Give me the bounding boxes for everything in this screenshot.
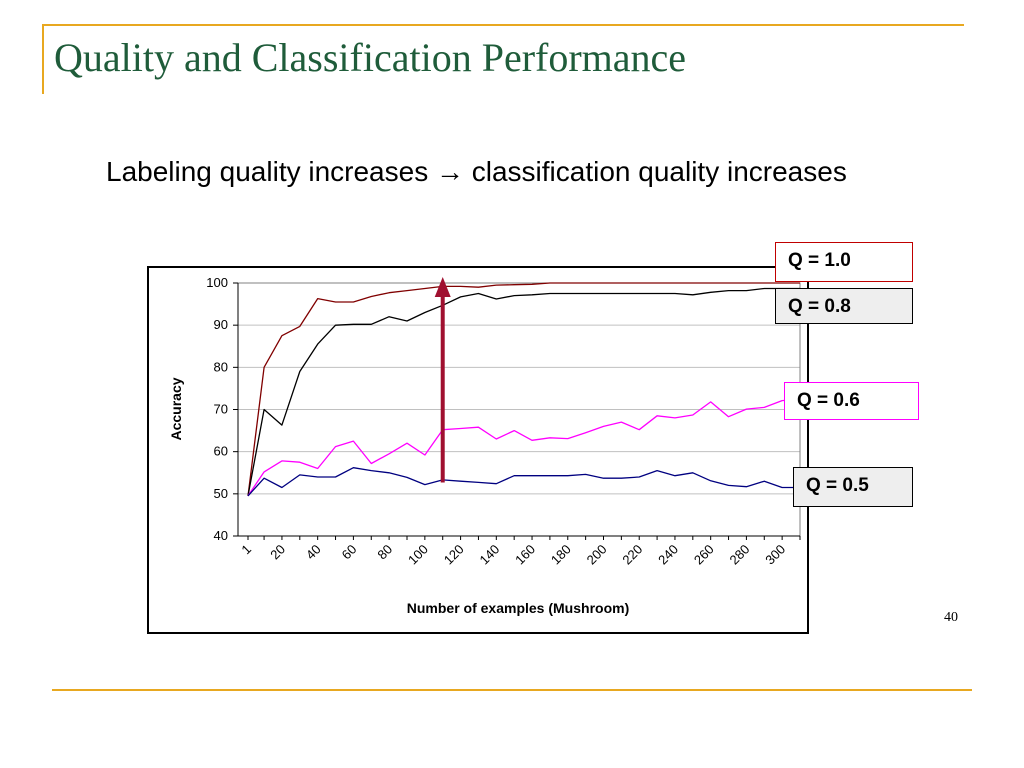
x-tick-labels: 1 20 40 60 80 100 120 140 160 180 200 220 240 260 280 3…: [238, 542, 788, 568]
x-tick-label: 140: [476, 542, 502, 568]
x-tick-label: 20: [267, 542, 288, 563]
slide-title: Quality and Classification Performance: [54, 35, 687, 80]
x-axis-label: Number of examples (Mushroom): [407, 600, 629, 616]
y-axis-label: Accuracy: [168, 377, 184, 440]
x-tick-label: 220: [619, 542, 645, 568]
axes: [233, 282, 801, 540]
series-layer: [247, 282, 801, 497]
x-tick-label: 1: [238, 542, 254, 558]
legend-label-q060: Q = 0.6: [784, 382, 919, 420]
legend-label-q100: Q = 1.0: [775, 242, 913, 282]
x-tick-label: 260: [691, 542, 717, 568]
y-tick-label: 70: [214, 402, 228, 417]
series-line-1: [247, 287, 800, 497]
y-tick-label: 80: [214, 359, 228, 374]
y-tick-label: 60: [214, 444, 228, 459]
highlight-arrow-group: [434, 277, 451, 483]
top-decorative-rule: [42, 24, 964, 26]
left-decorative-rule: [42, 24, 44, 94]
series-line-0: [247, 282, 800, 496]
x-tick-label: 40: [303, 542, 324, 563]
y-tick-labels: 100 90 80 70 60 50 40: [206, 275, 228, 543]
x-tick-label: 240: [655, 542, 681, 568]
grid-lines: [238, 324, 800, 495]
y-tick-label: 50: [214, 486, 228, 501]
y-tick-label: 100: [206, 275, 228, 290]
x-tick-label: 120: [441, 542, 467, 568]
series-line-3: [247, 467, 800, 497]
bottom-decorative-rule: [52, 689, 972, 691]
x-tick-label: 80: [374, 542, 395, 563]
y-tick-label: 40: [214, 528, 228, 543]
legend-label-q080: Q = 0.8: [775, 288, 913, 324]
legend-label-q050: Q = 0.5: [793, 467, 913, 507]
x-tick-label: 280: [727, 542, 753, 568]
x-tick-label: 300: [762, 542, 788, 568]
chart-frame: [147, 266, 809, 634]
series-line-2: [247, 398, 801, 497]
x-tick-label: 180: [548, 542, 574, 568]
x-tick-label: 100: [405, 542, 431, 568]
x-tick-label: 200: [584, 542, 610, 568]
x-tick-label: 60: [339, 542, 360, 563]
highlight-arrow-head: [434, 277, 451, 297]
x-tick-label: 160: [512, 542, 538, 568]
slide-headline: Labeling quality increases → classificat…: [106, 156, 847, 187]
page-number: 40: [944, 610, 958, 625]
y-tick-label: 90: [214, 317, 228, 332]
